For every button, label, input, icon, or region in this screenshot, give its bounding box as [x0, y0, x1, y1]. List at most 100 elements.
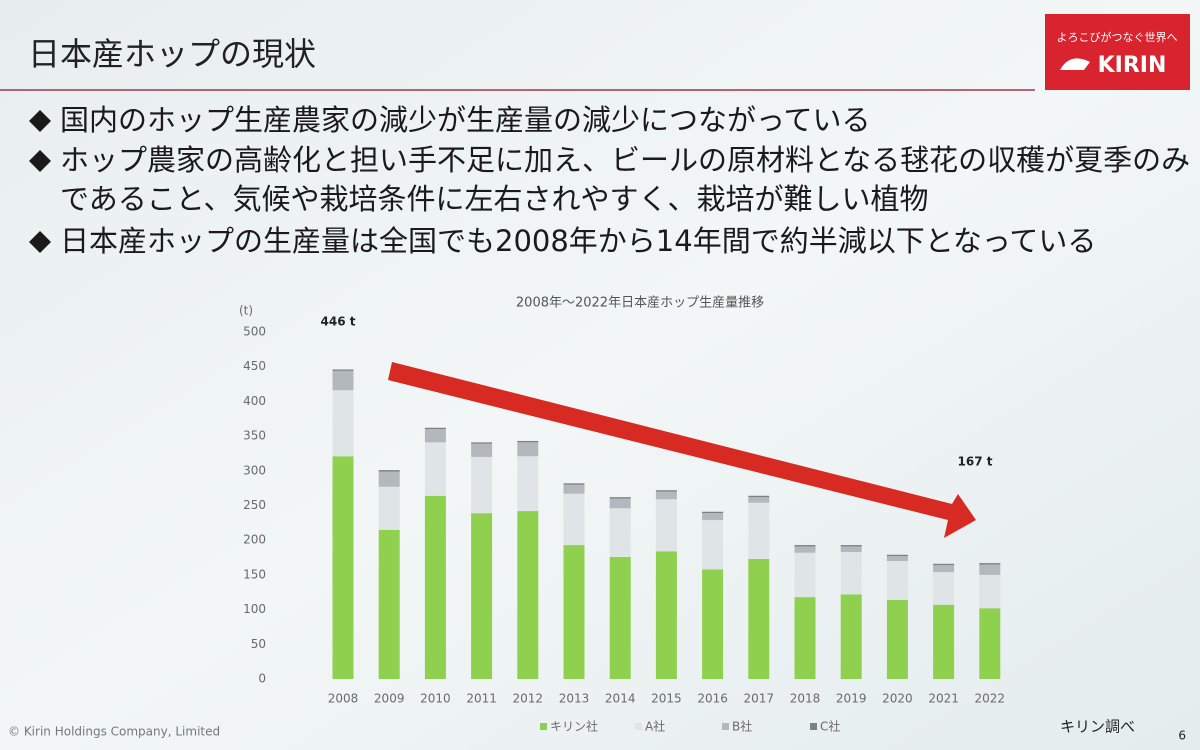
y-axis-label: (t): [239, 304, 253, 318]
bar-segment: [517, 442, 539, 457]
bar-segment: [702, 513, 724, 521]
bar-segment: [563, 484, 585, 494]
bar-segment: [794, 597, 816, 679]
y-tick-label: 150: [243, 567, 266, 581]
x-tick-label: 2021: [928, 692, 959, 706]
bar-segment: [748, 497, 770, 503]
bar-segment: [794, 552, 816, 598]
bar-segment: [886, 561, 908, 600]
bar-segment: [794, 546, 816, 553]
bar-segment: [840, 551, 862, 595]
bar-segment: [702, 569, 724, 679]
legend-label: C社: [820, 719, 840, 734]
bar-segment: [424, 427, 446, 430]
x-tick-label: 2010: [420, 692, 451, 706]
bar-segment: [609, 556, 631, 679]
bar-segment: [979, 574, 1001, 609]
plot: 0 50 100 150 200 250 300 350 400 450 500 2008 2009 20…: [243, 325, 1005, 734]
logo-tagline: よろこびがつなぐ世界へ: [1057, 30, 1178, 44]
bar-segment: [840, 594, 862, 679]
bar-segment: [471, 456, 493, 514]
bar-segment: [655, 551, 677, 679]
bar-segment: [378, 470, 400, 472]
x-tick-label: 2016: [697, 692, 728, 706]
y-tick-label: 100: [243, 602, 266, 616]
legend-swatch: [722, 723, 729, 730]
bar-segment: [933, 572, 955, 605]
bar-segment: [886, 556, 908, 562]
bar-segment: [609, 497, 631, 499]
slide-title: 日本産ホップの現状: [28, 35, 316, 73]
bar-segment: [840, 546, 862, 552]
y-tick-label: 350: [243, 429, 266, 443]
bar-segment: [979, 608, 1001, 679]
y-tick-label: 250: [243, 498, 266, 512]
trend-arrow: [388, 362, 976, 538]
y-tick-label: 500: [243, 325, 266, 339]
bar-segment: [979, 564, 1001, 575]
bar-segment: [517, 440, 539, 443]
bullet-text: 国内のホップ生産農家の減少が生産量の減少につながっている: [60, 103, 871, 137]
bar-segment: [424, 495, 446, 679]
x-tick-label: 2017: [744, 692, 775, 706]
bullet-text: 日本産ホップの生産量は全国でも2008年から14年間で約半減以下となっている: [60, 224, 1096, 258]
footer: © Kirin Holdings Company, Limited: [8, 725, 220, 739]
legend-swatch: [540, 723, 547, 730]
bar-segment: [609, 498, 631, 509]
x-tick-label: 2014: [605, 692, 636, 706]
x-tick-label: 2020: [882, 692, 913, 706]
y-tick-label: 0: [258, 672, 266, 686]
bar-segment: [609, 508, 631, 557]
chart-title: 2008年～2022年日本産ホップ生産量推移: [516, 295, 764, 311]
y-tick-label: 450: [243, 359, 266, 373]
bar-segment: [840, 545, 862, 547]
bar-segment: [979, 563, 1001, 565]
bar-segment: [933, 604, 955, 679]
legend-swatch: [635, 723, 642, 730]
x-tick-label: 2013: [559, 692, 590, 706]
bar-segment: [332, 369, 354, 371]
bar-segment: [424, 442, 446, 496]
x-tick-label: 2022: [975, 692, 1006, 706]
bar-segment: [332, 390, 354, 457]
x-tick-label: 2011: [466, 692, 497, 706]
legend-label: キリン社: [550, 719, 598, 734]
bar-segment: [378, 471, 400, 487]
bar-segment: [933, 563, 955, 566]
bar-segment: [933, 565, 955, 573]
bar-segment: [378, 529, 400, 679]
logo-box: [1045, 14, 1190, 90]
bar-segment: [332, 456, 354, 679]
x-tick-label: 2015: [651, 692, 682, 706]
bar-segment: [748, 502, 770, 559]
source-note: キリン調べ: [1060, 718, 1135, 736]
bullet-text: ホップ農家の高齢化と担い手不足に加え、ビールの原材料となる毬花の収穫が夏季のみ: [60, 143, 1190, 177]
legend-label: B社: [732, 719, 752, 734]
bar-segment: [332, 370, 354, 391]
logo-kirin-mark: [1060, 58, 1090, 70]
bar-segment: [563, 545, 585, 679]
bar-segment: [471, 443, 493, 457]
bar-segment: [655, 499, 677, 552]
bar-segment: [655, 491, 677, 500]
y-tick-label: 300: [243, 463, 266, 477]
annotation: 167 t: [958, 455, 993, 469]
logo-brand: KIRIN: [1098, 53, 1167, 78]
x-tick-label: 2008: [328, 692, 359, 706]
y-tick-label: 50: [251, 637, 266, 651]
bar-segment: [517, 456, 539, 512]
bar-segment: [378, 486, 400, 530]
bar-segment: [424, 429, 446, 443]
legend-swatch: [810, 723, 817, 730]
annotation: 446 t: [321, 315, 356, 329]
bar-segment: [517, 511, 539, 679]
bar-segment: [748, 558, 770, 679]
bar-segment: [748, 495, 770, 498]
bar-segment: [886, 554, 908, 557]
bar-segment: [471, 513, 493, 679]
legend-label: A社: [645, 719, 665, 734]
bar-segment: [655, 490, 677, 492]
bar-segment: [794, 545, 816, 547]
